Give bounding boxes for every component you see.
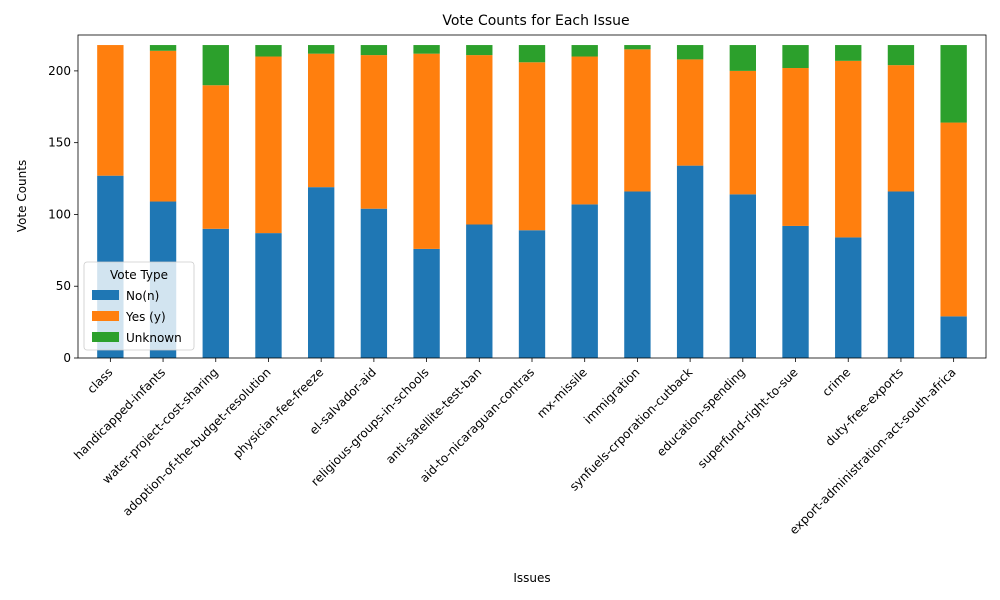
bar-no-n-export-administration-act-south-africa	[940, 316, 967, 358]
x-tick-label: physician-fee-freeze	[230, 365, 326, 461]
bar-unknown-water-project-cost-sharing	[202, 45, 229, 86]
x-axis-title: Issues	[513, 571, 550, 585]
bar-unknown-synfuels-crporation-cutback	[676, 45, 704, 60]
bar-no-n-synfuels-crporation-cutback	[676, 165, 704, 358]
bar-yes-y-aid-to-nicaraguan-contras	[518, 62, 546, 231]
legend-swatch	[92, 311, 119, 321]
bar-yes-y-education-spending	[729, 70, 756, 195]
y-tick-label: 50	[56, 279, 71, 293]
bar-yes-y-water-project-cost-sharing	[202, 85, 229, 229]
x-tick-label: handicapped-infants	[71, 365, 168, 462]
bar-yes-y-mx-missile	[571, 56, 598, 205]
bar-no-n-superfund-right-to-sue	[782, 225, 809, 358]
bar-yes-y-duty-free-exports	[887, 65, 915, 192]
bar-unknown-duty-free-exports	[887, 45, 915, 66]
bar-unknown-adoption-of-the-budget-resolution	[255, 45, 282, 57]
legend-items: No(n) Yes (y) Unknown	[92, 289, 182, 345]
bar-unknown-education-spending	[729, 45, 756, 71]
bar-no-n-adoption-of-the-budget-resolution	[255, 233, 282, 358]
bar-no-n-mx-missile	[571, 204, 598, 358]
legend-swatch	[92, 332, 119, 342]
bar-no-n-duty-free-exports	[887, 191, 915, 358]
bar-yes-y-handicapped-infants	[149, 50, 177, 202]
x-tick-label: aid-to-nicaraguan-contras	[417, 365, 537, 485]
y-tick-label: 200	[48, 64, 71, 78]
bar-no-n-water-project-cost-sharing	[202, 228, 229, 358]
bar-no-n-anti-satellite-test-ban	[466, 224, 493, 358]
bar-unknown-crime	[835, 45, 862, 61]
bar-no-n-el-salvador-aid	[360, 208, 388, 358]
x-tick-label: class	[85, 365, 116, 396]
chart-title: Vote Counts for Each Issue	[442, 13, 629, 29]
bar-unknown-handicapped-infants	[149, 45, 177, 51]
bar-yes-y-physician-fee-freeze	[308, 53, 335, 188]
bar-yes-y-immigration	[624, 49, 651, 192]
legend: Vote Type No(n) Yes (y) Unknown	[83, 261, 195, 351]
bar-unknown-superfund-right-to-sue	[782, 45, 809, 69]
legend-swatch	[92, 290, 119, 300]
y-tick-label: 0	[63, 351, 71, 365]
bar-no-n-crime	[835, 237, 862, 358]
x-tick-label: anti-satellite-test-ban	[383, 365, 484, 466]
bar-unknown-anti-satellite-test-ban	[466, 45, 493, 56]
bar-yes-y-anti-satellite-test-ban	[466, 55, 493, 225]
legend-box	[83, 261, 195, 351]
x-tick-label: mx-missile	[534, 365, 590, 421]
bar-unknown-religious-groups-in-schools	[413, 45, 440, 54]
bar-no-n-religious-groups-in-schools	[413, 248, 440, 358]
bar-no-n-aid-to-nicaraguan-contras	[518, 230, 546, 358]
legend-label: Yes (y)	[125, 310, 166, 324]
bar-unknown-physician-fee-freeze	[308, 45, 335, 54]
y-tick-label: 150	[48, 136, 71, 150]
bar-yes-y-crime	[835, 60, 862, 238]
bars-group	[97, 45, 967, 358]
bar-yes-y-religious-groups-in-schools	[413, 53, 440, 249]
bar-yes-y-superfund-right-to-sue	[782, 68, 809, 226]
x-axis: classhandicapped-infantswater-project-co…	[71, 358, 959, 537]
legend-title: Vote Type	[110, 268, 168, 282]
bar-no-n-education-spending	[729, 194, 756, 358]
x-tick-label: superfund-right-to-sue	[695, 365, 801, 471]
legend-label: Unknown	[126, 331, 182, 345]
y-tick-label: 100	[48, 207, 71, 221]
bar-unknown-el-salvador-aid	[360, 45, 388, 56]
bar-unknown-mx-missile	[571, 45, 598, 57]
y-axis: 0 50 100 150 200	[48, 64, 78, 365]
x-tick-label: crime	[819, 365, 853, 399]
bar-no-n-physician-fee-freeze	[308, 187, 335, 358]
bar-yes-y-synfuels-crporation-cutback	[676, 59, 704, 166]
plot-frame	[77, 34, 987, 359]
x-tick-label: education-spending	[654, 365, 748, 459]
bar-yes-y-adoption-of-the-budget-resolution	[255, 56, 282, 234]
bar-yes-y-el-salvador-aid	[360, 55, 388, 209]
bar-yes-y-class	[97, 45, 124, 176]
bar-no-n-immigration	[624, 191, 651, 358]
bar-unknown-immigration	[624, 45, 651, 50]
bar-unknown-export-administration-act-south-africa	[940, 45, 967, 123]
y-axis-title: Vote Counts	[15, 160, 29, 232]
bar-yes-y-export-administration-act-south-africa	[940, 122, 967, 317]
bar-unknown-aid-to-nicaraguan-contras	[518, 45, 546, 63]
legend-label: No(n)	[126, 289, 159, 303]
